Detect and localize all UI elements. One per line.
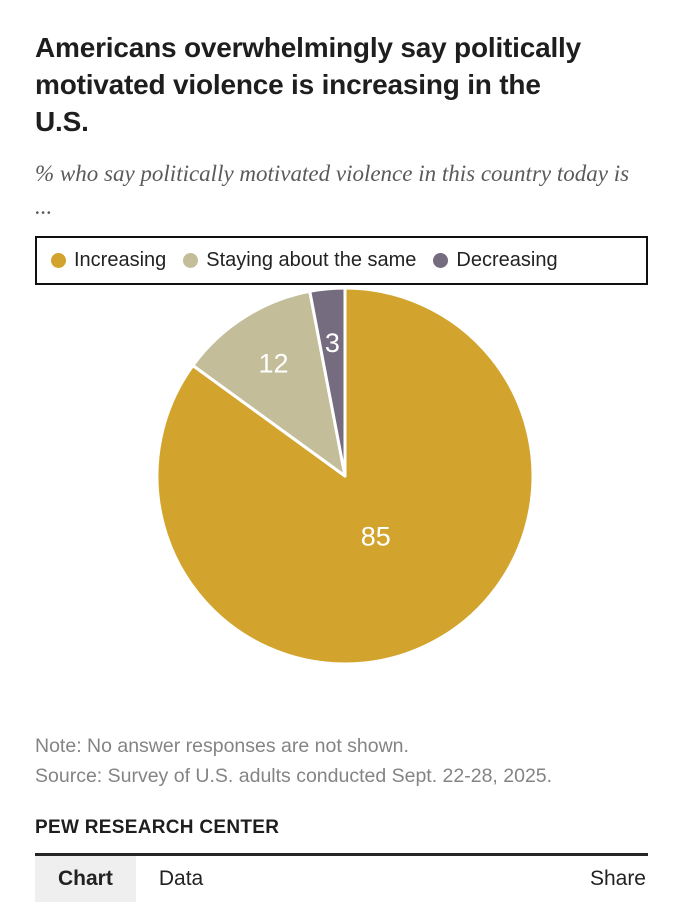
tab-bar: Chart Data Share bbox=[35, 852, 648, 902]
legend-item-increasing[interactable]: Increasing bbox=[51, 249, 166, 272]
chart-subtitle: % who say politically motivated violence… bbox=[35, 160, 630, 219]
pie-value-label: 3 bbox=[325, 328, 340, 358]
note-text: Note: No answer responses are not shown. bbox=[35, 735, 409, 758]
chart-title: Americans overwhelmingly say politically… bbox=[35, 32, 581, 137]
decreasing-swatch-icon bbox=[433, 253, 449, 269]
pie-chart-area: 85 12 3 bbox=[35, 285, 648, 667]
pie-chart[interactable]: 85 12 3 bbox=[35, 285, 648, 667]
source-text: Source: Survey of U.S. adults conducted … bbox=[35, 765, 553, 788]
tab-data[interactable]: Data bbox=[158, 866, 204, 890]
legend-label: Staying about the same bbox=[206, 249, 417, 272]
pie-value-label: 85 bbox=[361, 521, 391, 551]
increasing-swatch-icon bbox=[51, 253, 66, 269]
staying-same-swatch-icon bbox=[183, 253, 199, 269]
legend-item-decreasing[interactable]: Decreasing bbox=[433, 249, 558, 272]
pie-value-label: 12 bbox=[258, 348, 288, 378]
tab-share[interactable]: Share bbox=[589, 866, 646, 890]
legend-item-staying-same[interactable]: Staying about the same bbox=[183, 249, 416, 272]
tab-chart[interactable]: Chart bbox=[35, 855, 136, 902]
pew-research-center-wordmark: PEW RESEARCH CENTER bbox=[35, 816, 280, 838]
pie-slice[interactable] bbox=[191, 290, 347, 478]
legend-label: Decreasing bbox=[456, 249, 558, 272]
legend-label: Increasing bbox=[74, 249, 167, 272]
footnotes: Note: No answer responses are not shown.… bbox=[35, 731, 648, 791]
legend: Increasing Staying about the same Decrea… bbox=[35, 236, 648, 286]
pie-slice[interactable] bbox=[308, 286, 347, 478]
